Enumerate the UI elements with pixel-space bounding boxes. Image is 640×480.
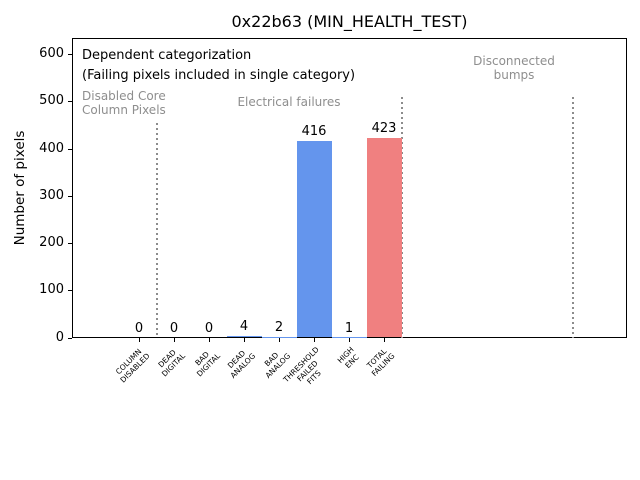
- y-tick-mark: [68, 243, 72, 244]
- bar: [296, 140, 332, 338]
- x-tick-label: BAD DIGITAL: [188, 345, 222, 379]
- x-tick-mark: [208, 338, 210, 342]
- y-tick-label: 200: [39, 235, 64, 250]
- bar: [226, 335, 262, 338]
- section-label-disconnected-bumps: Disconnected bumps: [473, 54, 555, 82]
- y-tick-label: 400: [39, 140, 64, 156]
- annotation-dependent-categorization: Dependent categorization: [82, 48, 252, 63]
- bar: [261, 336, 297, 338]
- y-tick-label: 300: [39, 187, 64, 203]
- y-tick-mark: [68, 290, 72, 292]
- x-tick-label: COLUMN DISABLED: [112, 345, 152, 385]
- bar-value-label: 1: [344, 320, 354, 336]
- section-label-line: bumps: [493, 68, 535, 82]
- y-tick-label: 600: [39, 46, 64, 61]
- x-tick-mark: [383, 338, 385, 342]
- x-tick-mark: [173, 338, 175, 342]
- y-tick-mark: [68, 195, 72, 197]
- section-label-line: Column Pixels: [82, 103, 166, 117]
- x-tick-mark: [278, 338, 280, 342]
- x-tick-mark: [138, 338, 140, 342]
- section-label-line: Disabled Core: [82, 89, 166, 103]
- section-label-line: Disconnected: [473, 54, 555, 68]
- y-tick-label: 0: [55, 329, 64, 345]
- y-tick-mark: [68, 54, 72, 55]
- bar-value-label: 0: [134, 321, 144, 336]
- bar-value-label: 416: [301, 124, 327, 140]
- bar: [366, 137, 402, 338]
- y-tick-label: 100: [39, 282, 64, 298]
- x-tick-label: HIGH ENC: [335, 345, 361, 371]
- x-tick-mark: [313, 338, 315, 342]
- section-separator-line: [572, 97, 574, 338]
- bar-value-label: 0: [204, 321, 214, 336]
- section-separator-line: [155, 123, 158, 338]
- annotation-failing-pixels-note: (Failing pixels included in single categ…: [82, 68, 356, 83]
- section-separator-line: [400, 97, 403, 338]
- x-tick-mark: [348, 338, 350, 342]
- y-tick-mark: [68, 101, 72, 103]
- bar-value-label: 4: [239, 319, 249, 335]
- bar-value-label: 2: [274, 320, 284, 336]
- x-tick-mark: [243, 338, 245, 342]
- x-tick-label: DEAD ANALOG: [222, 345, 256, 380]
- bar-value-label: 0: [169, 321, 179, 336]
- x-tick-label: DEAD DIGITAL: [153, 345, 187, 379]
- bar-value-label: 423: [371, 121, 397, 137]
- plot-area: [72, 38, 627, 338]
- x-tick-label: TOTAL FAILING: [364, 345, 396, 378]
- y-tick-mark: [68, 148, 72, 150]
- y-tick-mark: [68, 337, 72, 339]
- chart-title: 0x22b63 (MIN_HEALTH_TEST): [231, 12, 468, 31]
- section-label-electrical-failures: Electrical failures: [237, 95, 341, 109]
- y-tick-label: 500: [39, 93, 64, 109]
- section-label-disabled-core-column-pixels: Disabled Core Column Pixels: [82, 89, 166, 117]
